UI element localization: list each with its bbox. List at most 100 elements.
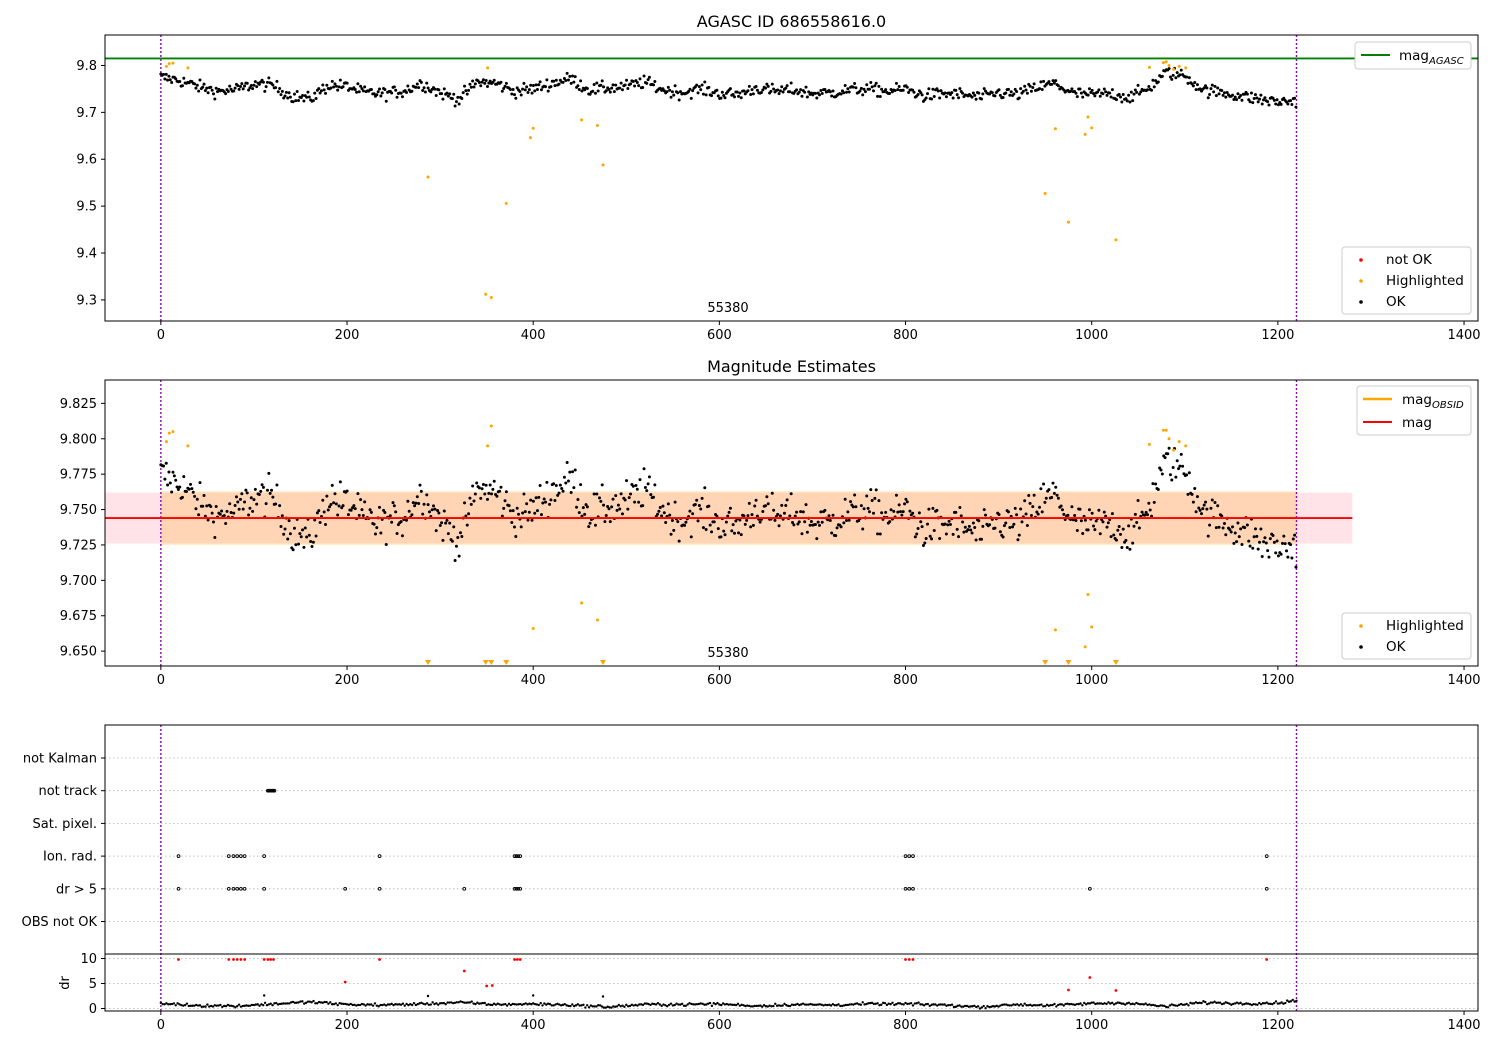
ok-point [1131, 541, 1135, 545]
ok-point [1056, 84, 1060, 88]
ok-point [635, 487, 639, 491]
ok-point [1106, 521, 1110, 525]
ok-point [754, 84, 758, 88]
ok-point [1087, 508, 1091, 512]
ok-point [938, 536, 942, 540]
ok-point [318, 521, 322, 525]
dr-point [1271, 1002, 1274, 1006]
ok-point [677, 539, 681, 543]
ok-point [1013, 506, 1017, 510]
dr-point [578, 1004, 581, 1007]
ok-point [467, 512, 471, 516]
ok-point [332, 501, 336, 505]
panel-1-legend-lines: magAGASC [1354, 41, 1472, 70]
dr-point-not-ok [235, 958, 239, 961]
ok-point [241, 507, 245, 511]
highlighted-point [1167, 63, 1171, 67]
ok-point [863, 90, 867, 94]
dr-point-not-ok [1088, 976, 1092, 979]
dr-point [414, 1003, 418, 1007]
ok-point [383, 87, 387, 91]
ok-point [253, 80, 257, 84]
ok-point [1135, 90, 1139, 94]
ok-point [843, 497, 847, 501]
ok-point [433, 507, 437, 511]
dr-point [1285, 999, 1289, 1002]
ok-point [378, 87, 382, 91]
ok-point [683, 523, 687, 527]
ok-point [1214, 526, 1218, 530]
ok-point [558, 483, 562, 487]
ok-point [707, 504, 711, 508]
ok-point [993, 526, 997, 530]
ok-point [190, 487, 194, 491]
ok-point [480, 80, 484, 84]
ok-point [1202, 503, 1206, 507]
ok-point [446, 94, 450, 98]
highlighted-point [1177, 64, 1181, 68]
x-tick-label: 800 [893, 328, 918, 343]
ok-point [471, 79, 475, 83]
dr-point [608, 1006, 611, 1009]
ok-point [210, 511, 214, 515]
ok-point [784, 86, 788, 90]
dr-point [954, 1005, 957, 1009]
ok-point [488, 79, 492, 83]
ok-point [861, 527, 865, 531]
ok-point [522, 492, 526, 496]
ok-point [737, 94, 741, 98]
ok-point [338, 480, 342, 484]
ok-point [552, 482, 556, 486]
ok-point [746, 514, 750, 518]
dr-point [507, 1002, 511, 1006]
ok-point [1187, 471, 1191, 475]
ok-point [633, 500, 637, 504]
ok-point [255, 502, 259, 506]
ok-point [1268, 537, 1272, 541]
dr-point [1032, 1003, 1036, 1007]
dr-point [1079, 1002, 1082, 1005]
ok-point [172, 474, 176, 478]
ok-point [870, 85, 874, 89]
ok-point [920, 525, 924, 529]
dr-point [1263, 1002, 1267, 1005]
ok-point [314, 97, 318, 100]
ok-point [1093, 528, 1097, 532]
dr-point-not-ok [239, 958, 243, 961]
dr-point [1224, 1001, 1227, 1004]
x-tick-label: 1000 [1075, 1018, 1108, 1033]
dr-point [999, 1004, 1002, 1007]
ok-point [664, 521, 668, 525]
ok-point [1129, 90, 1133, 94]
ok-point [974, 97, 978, 101]
ok-point [1031, 85, 1035, 89]
ok-point [866, 506, 870, 510]
ok-point [283, 94, 287, 98]
ok-point [872, 511, 876, 515]
ok-point [755, 514, 759, 518]
dr-point [1183, 1003, 1186, 1006]
ok-point [712, 520, 716, 524]
ok-point [1128, 100, 1132, 104]
ok-point [668, 88, 672, 92]
dr-point [533, 1002, 537, 1006]
dr-point [1209, 1001, 1213, 1004]
dr-point [267, 1003, 271, 1006]
ok-point [233, 86, 237, 90]
dr-point [327, 1002, 330, 1005]
ok-point [499, 485, 503, 489]
ok-point [944, 95, 948, 99]
dr-point [209, 1004, 213, 1008]
highlighted-point [484, 292, 488, 296]
ok-point [575, 505, 579, 509]
dr-point [809, 1002, 812, 1006]
ok-point [1020, 520, 1024, 524]
ok-point [1136, 498, 1140, 502]
dr-point [1148, 1003, 1151, 1006]
ok-point [638, 478, 642, 482]
legend-marker-ok [1359, 300, 1363, 304]
ok-point [593, 91, 597, 95]
dr-point [1166, 1006, 1170, 1009]
ok-point [422, 502, 426, 506]
ok-point [600, 483, 604, 487]
